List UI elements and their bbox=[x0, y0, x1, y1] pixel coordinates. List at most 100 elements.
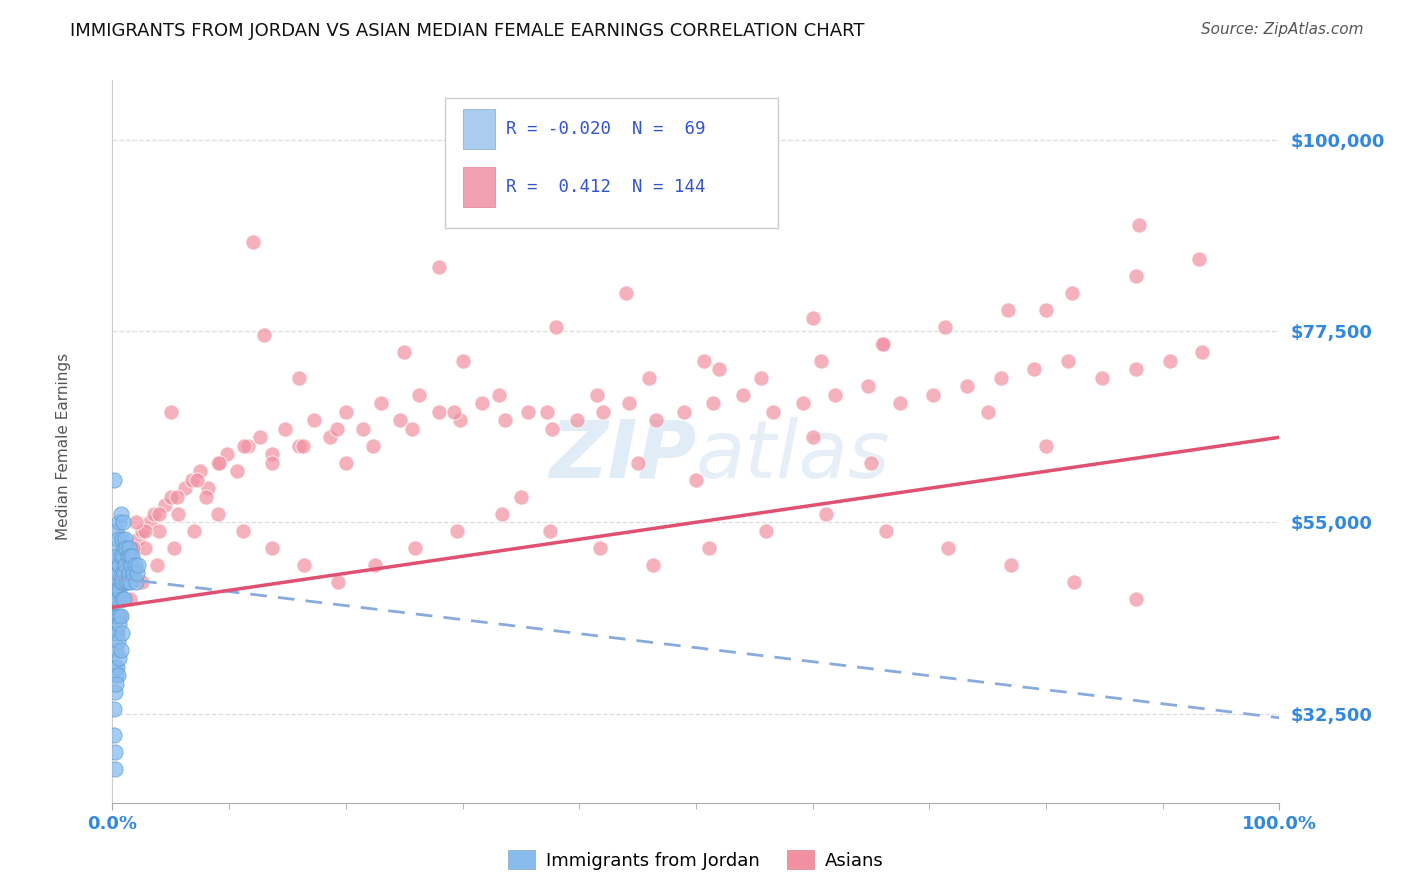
Point bbox=[585, 388, 607, 402]
Point bbox=[592, 405, 614, 419]
Point bbox=[627, 456, 650, 470]
Point bbox=[236, 439, 259, 453]
Point bbox=[541, 422, 564, 436]
Point bbox=[427, 405, 450, 419]
Point bbox=[104, 660, 127, 674]
Point bbox=[110, 642, 132, 657]
Point bbox=[1024, 362, 1046, 376]
Point bbox=[801, 311, 824, 326]
Point bbox=[253, 328, 276, 343]
Point bbox=[335, 456, 357, 470]
Point bbox=[292, 558, 315, 572]
Point bbox=[163, 541, 186, 555]
Point bbox=[108, 516, 131, 530]
Text: atlas: atlas bbox=[696, 417, 891, 495]
Point bbox=[801, 430, 824, 444]
Point bbox=[124, 558, 146, 572]
Point bbox=[104, 541, 127, 555]
Point bbox=[104, 524, 127, 538]
Point bbox=[104, 591, 127, 606]
Point bbox=[335, 405, 357, 419]
Point bbox=[544, 319, 567, 334]
Point bbox=[1191, 345, 1213, 359]
Point bbox=[160, 490, 183, 504]
Point bbox=[762, 405, 785, 419]
Point bbox=[494, 413, 516, 427]
Point bbox=[516, 405, 538, 419]
Point bbox=[110, 608, 132, 623]
Point bbox=[709, 362, 731, 376]
Point bbox=[443, 405, 465, 419]
Point bbox=[107, 591, 129, 606]
Text: IMMIGRANTS FROM JORDAN VS ASIAN MEDIAN FEMALE EARNINGS CORRELATION CHART: IMMIGRANTS FROM JORDAN VS ASIAN MEDIAN F… bbox=[70, 22, 865, 40]
Point bbox=[107, 533, 129, 547]
Point bbox=[118, 591, 141, 606]
Point bbox=[233, 439, 256, 453]
Point bbox=[614, 285, 637, 300]
Point bbox=[139, 516, 162, 530]
Point bbox=[121, 549, 143, 564]
Point bbox=[326, 574, 349, 589]
Point bbox=[117, 574, 139, 589]
Point bbox=[242, 235, 264, 249]
Point bbox=[104, 591, 127, 606]
Point bbox=[107, 634, 129, 648]
Point bbox=[638, 371, 661, 385]
Point bbox=[146, 558, 169, 572]
Point bbox=[111, 574, 134, 589]
Point bbox=[127, 533, 149, 547]
Point bbox=[274, 422, 297, 436]
Point bbox=[107, 566, 129, 581]
Point bbox=[208, 456, 231, 470]
Point bbox=[125, 566, 148, 581]
Point bbox=[103, 473, 125, 487]
Point bbox=[810, 353, 832, 368]
Point bbox=[352, 422, 374, 436]
Point bbox=[143, 507, 166, 521]
Point bbox=[408, 388, 430, 402]
Point bbox=[370, 396, 392, 410]
Point bbox=[105, 608, 128, 623]
Point bbox=[565, 413, 588, 427]
Point bbox=[990, 371, 1012, 385]
Point bbox=[1035, 439, 1057, 453]
Point bbox=[104, 685, 127, 699]
Point bbox=[111, 516, 134, 530]
Point bbox=[673, 405, 696, 419]
Point bbox=[207, 456, 229, 470]
Point bbox=[288, 371, 311, 385]
Point bbox=[103, 728, 125, 742]
Point bbox=[262, 456, 284, 470]
Point bbox=[685, 473, 707, 487]
Point bbox=[108, 617, 131, 632]
Point bbox=[166, 507, 188, 521]
Point bbox=[103, 574, 125, 589]
Point bbox=[160, 405, 183, 419]
Point bbox=[111, 574, 134, 589]
Point bbox=[104, 625, 127, 640]
Point bbox=[262, 447, 284, 461]
Point bbox=[120, 549, 142, 564]
Point bbox=[491, 507, 513, 521]
Point bbox=[427, 260, 450, 275]
Point bbox=[921, 388, 943, 402]
Point bbox=[104, 762, 127, 776]
Point bbox=[451, 353, 474, 368]
Point bbox=[538, 524, 561, 538]
Text: R = -0.020  N =  69: R = -0.020 N = 69 bbox=[506, 120, 706, 138]
Point bbox=[1057, 353, 1080, 368]
Point bbox=[118, 541, 141, 555]
Point bbox=[361, 439, 384, 453]
Point bbox=[1128, 218, 1150, 232]
Text: R =  0.412  N = 144: R = 0.412 N = 144 bbox=[506, 178, 706, 196]
Point bbox=[936, 541, 959, 555]
Point bbox=[131, 524, 153, 538]
Point bbox=[1035, 302, 1057, 317]
Point bbox=[645, 413, 668, 427]
Point bbox=[110, 507, 132, 521]
Point bbox=[226, 464, 249, 478]
Point bbox=[536, 405, 558, 419]
Point bbox=[122, 541, 145, 555]
Point bbox=[118, 566, 141, 581]
Legend: Immigrants from Jordan, Asians: Immigrants from Jordan, Asians bbox=[501, 843, 891, 877]
